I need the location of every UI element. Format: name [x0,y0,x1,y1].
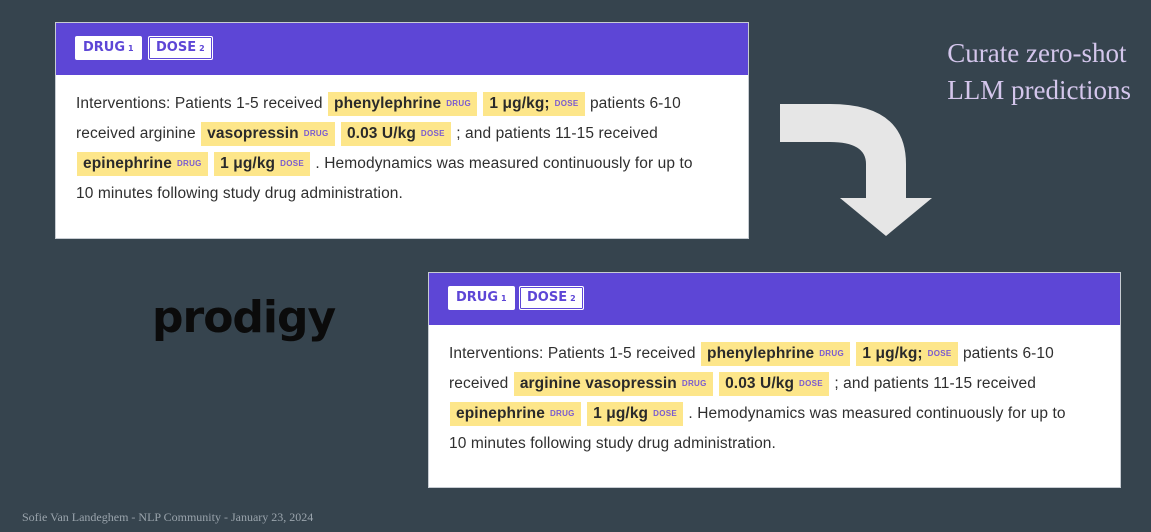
label-dose-shortcut: 2 [570,294,576,303]
entity-tag: DRUG [176,158,202,168]
entity-text: arginine vasopressin [519,375,677,392]
plain-text: . Hemodynamics was measured continuously… [688,405,1066,422]
plain-text: . Hemodynamics was measured continuously… [315,155,693,172]
plain-text: patients 6-10 [962,345,1054,362]
annotation-text: Interventions: Patients 1-5 received phe… [449,339,1110,459]
text-line: Interventions: Patients 1-5 received phe… [449,339,1110,369]
entity-tag: DRUG [446,98,471,108]
entity-text: phenylephrine [334,95,442,112]
entity-drug[interactable]: arginine vasopressin DRUG [513,371,713,396]
entity-dose[interactable]: 0.03 U/kg DOSE [340,121,451,146]
text-line: Interventions: Patients 1-5 received phe… [76,89,738,119]
annotation-panel-llm: DRUG 1 DOSE 2 Interventions: Patients 1-5 … [55,22,749,239]
entity-dose[interactable]: 1 μg/kg DOSE [587,401,683,426]
label-dose-shortcut: 2 [199,44,205,53]
plain-text: received arginine [76,125,196,142]
entity-dose[interactable]: 1 μg/kg; DOSE [856,341,958,366]
text-line: received arginine vasopressin DRUG 0.03 U… [76,119,738,149]
label-header: DRUG 1 DOSE 2 [429,273,1120,325]
entity-drug[interactable]: phenylephrine DRUG [328,91,477,116]
label-drug-shortcut: 1 [501,294,507,303]
entity-text: 0.03 U/kg [725,375,795,392]
entity-drug[interactable]: epinephrine DRUG [77,151,208,176]
text-line: 10 minutes following study drug administ… [449,429,1110,459]
plain-text: Interventions: Patients 1-5 received [449,345,696,362]
entity-tag: DRUG [681,378,707,388]
entity-dose[interactable]: 1 μg/kg DOSE [214,151,310,176]
slide-title: Curate zero-shot LLM predictions [947,35,1131,109]
label-dose-text: DOSE [156,40,197,55]
annotation-panel-curated: DRUG 1 DOSE 2 Interventions: Patients 1-5 … [428,272,1121,488]
entity-tag: DOSE [280,158,304,168]
plain-text: patients 6-10 [589,95,681,112]
label-header: DRUG 1 DOSE 2 [56,23,748,75]
entity-text: epinephrine [456,405,545,422]
entity-tag: DOSE [653,408,677,418]
plain-text: 10 minutes following study drug administ… [449,435,776,452]
plain-text: 10 minutes following study drug administ… [76,185,403,202]
label-dose-button[interactable]: DOSE 2 [519,286,584,310]
entity-text: phenylephrine [707,345,815,362]
entity-tag: DRUG [819,348,844,358]
text-line: epinephrine DRUG 1 μg/kg DOSE . Hemodynami… [76,149,738,179]
slide-title-line: Curate zero-shot [947,38,1127,68]
entity-tag: DOSE [554,98,579,108]
slide-footer: Sofie Van Landeghem - NLP Community - Ja… [22,510,314,524]
curved-arrow-icon [780,104,932,236]
plain-text: ; and patients 11-15 received [834,375,1036,392]
entity-drug[interactable]: epinephrine DRUG [450,401,581,426]
label-drug-shortcut: 1 [128,44,134,53]
label-dose-button[interactable]: DOSE 2 [148,36,213,60]
label-drug-text: DRUG [456,290,499,305]
entity-text: 1 μg/kg; [862,345,923,362]
entity-text: 0.03 U/kg [346,125,416,142]
label-drug-button[interactable]: DRUG 1 [448,286,515,310]
entity-dose[interactable]: 0.03 U/kg DOSE [719,371,829,396]
prodigy-logo: prodigy [152,292,336,343]
text-line: 10 minutes following study drug administ… [76,179,738,209]
annotation-text: Interventions: Patients 1-5 received phe… [76,89,738,209]
entity-drug[interactable]: vasopressin DRUG [201,121,335,146]
entity-tag: DOSE [927,348,952,358]
entity-dose[interactable]: 1 μg/kg; DOSE [483,91,585,116]
entity-tag: DRUG [303,128,329,138]
entity-drug[interactable]: phenylephrine DRUG [701,341,850,366]
entity-tag: DRUG [549,408,575,418]
entity-tag: DOSE [799,378,823,388]
entity-text: 1 μg/kg; [489,95,550,112]
entity-text: 1 μg/kg [593,405,649,422]
text-line: received arginine vasopressin DRUG 0.03 U… [449,369,1110,399]
entity-text: vasopressin [207,125,299,142]
slide-title-line: LLM predictions [947,75,1131,105]
plain-text: Interventions: Patients 1-5 received [76,95,323,112]
label-drug-button[interactable]: DRUG 1 [75,36,142,60]
label-dose-text: DOSE [527,290,568,305]
entity-text: epinephrine [83,155,172,172]
label-drug-text: DRUG [83,40,126,55]
plain-text: received [449,375,509,392]
text-line: epinephrine DRUG 1 μg/kg DOSE . Hemodynami… [449,399,1110,429]
entity-text: 1 μg/kg [220,155,276,172]
entity-tag: DOSE [420,128,445,138]
plain-text: ; and patients 11-15 received [456,125,658,142]
